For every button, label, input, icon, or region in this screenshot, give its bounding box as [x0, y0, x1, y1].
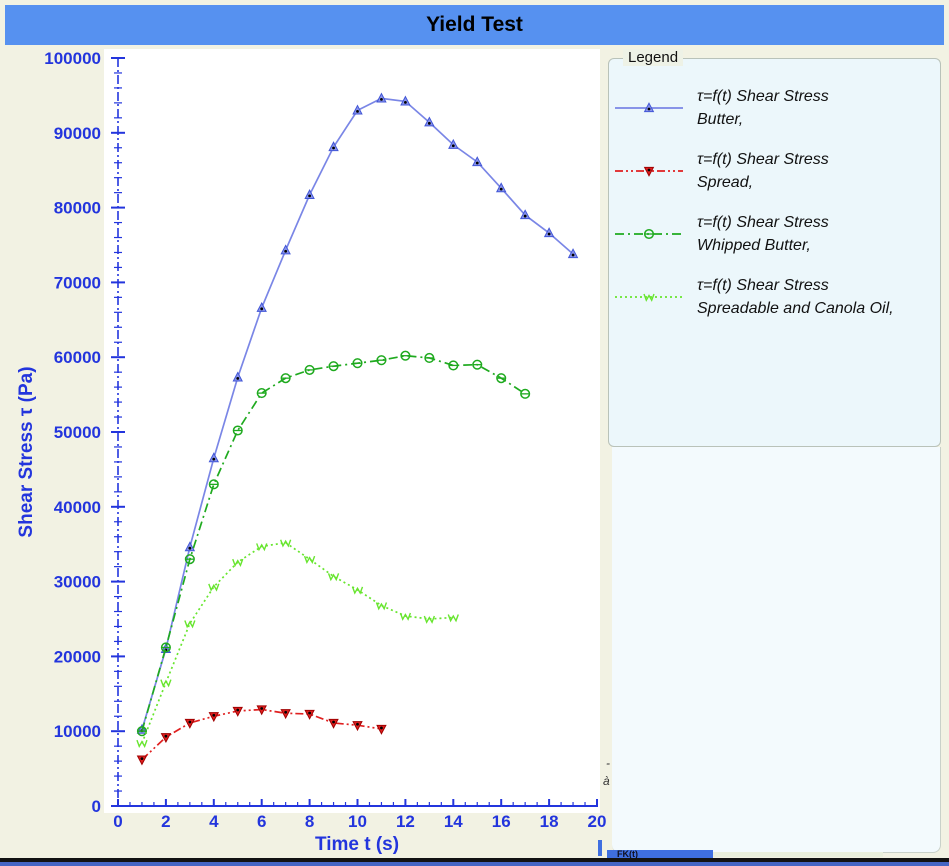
svg-text:8: 8	[305, 812, 314, 831]
page-title: Yield Test	[426, 13, 523, 36]
svg-text:10: 10	[348, 812, 367, 831]
legend-item-whipped-butter: τ=f(t) Shear Stress Whipped Butter,	[609, 211, 940, 257]
y-axis-title: Shear Stress τ (Pa)	[16, 366, 38, 537]
svg-text:50000: 50000	[54, 423, 101, 442]
svg-text:16: 16	[492, 812, 511, 831]
legend-label-line: Spreadable and Canola Oil,	[697, 300, 894, 317]
legend-item-spreadable-canola: τ=f(t) Shear Stress Spreadable and Canol…	[609, 274, 940, 320]
svg-text:60000: 60000	[54, 348, 101, 367]
svg-text:40000: 40000	[54, 498, 101, 517]
window-bottom-border	[0, 858, 949, 862]
legend-sample-spreadable-line	[615, 293, 683, 302]
svg-text:18: 18	[540, 812, 559, 831]
y-axis-title-text: Shear Stress τ (Pa)	[16, 366, 37, 538]
svg-text:80000: 80000	[54, 199, 101, 218]
artifact-dash: -	[606, 756, 610, 770]
legend-label-butter: τ=f(t) Shear Stress Butter,	[697, 85, 829, 131]
series-1	[136, 705, 387, 766]
x-axis-title-text: Time t (s)	[314, 834, 400, 855]
svg-text:14: 14	[444, 812, 463, 831]
svg-text:4: 4	[209, 812, 219, 831]
scrollbar-fragment[interactable]	[598, 840, 602, 856]
legend-label-line: τ=f(t) Shear Stress	[697, 214, 829, 231]
svg-text:20000: 20000	[54, 647, 101, 666]
legend-sample-butter-line	[615, 102, 683, 113]
legend-label-line: τ=f(t) Shear Stress	[697, 88, 829, 105]
svg-text:90000: 90000	[54, 124, 101, 143]
x-axis-ticks: 0 2 4 6 8 10 12 14 16 18 20	[113, 799, 606, 831]
partial-button-label: FK(t)	[617, 850, 638, 859]
plot-area	[104, 49, 600, 813]
legend-item-butter: τ=f(t) Shear Stress Butter,	[609, 85, 940, 131]
window-bottom-edge	[0, 862, 949, 866]
legend-label-line: τ=f(t) Shear Stress	[697, 151, 829, 168]
right-panel-lower	[612, 447, 941, 853]
legend-label-line: τ=f(t) Shear Stress	[697, 277, 829, 294]
series-2	[136, 350, 531, 737]
partial-button[interactable]: FK(t)	[607, 850, 713, 859]
legend-panel: Legend τ=f(t) Shear Stress Butter, τ=f(t…	[608, 49, 941, 447]
svg-text:20: 20	[588, 812, 607, 831]
legend-label-spreadable-canola: τ=f(t) Shear Stress Spreadable and Canol…	[697, 274, 894, 320]
legend-label-line: Whipped Butter,	[697, 237, 811, 254]
svg-text:10000: 10000	[54, 722, 101, 741]
series-3	[136, 539, 459, 749]
legend-label-line: Spread,	[697, 174, 754, 191]
legend-label-whipped-butter: τ=f(t) Shear Stress Whipped Butter,	[697, 211, 829, 257]
legend-title: Legend	[623, 49, 684, 66]
svg-text:0: 0	[113, 812, 122, 831]
y-axis-ticks: 0 10000 20000 30000 40000 50000 60000 70000 8000…	[44, 49, 125, 816]
legend-label-spread: τ=f(t) Shear Stress Spread,	[697, 148, 829, 194]
legend-items: τ=f(t) Shear Stress Butter, τ=f(t) Shear…	[609, 85, 940, 320]
bottom-strip	[713, 852, 883, 857]
svg-text:100000: 100000	[44, 49, 101, 68]
svg-text:6: 6	[257, 812, 266, 831]
legend-sample-spread-line	[615, 166, 683, 177]
svg-text:30000: 30000	[54, 573, 101, 592]
series-0	[136, 92, 579, 734]
svg-text:70000: 70000	[54, 273, 101, 292]
svg-text:0: 0	[92, 797, 101, 816]
axes	[117, 58, 597, 807]
title-bar: Yield Test	[5, 5, 944, 45]
legend-item-spread: τ=f(t) Shear Stress Spread,	[609, 148, 940, 194]
legend-label-line: Butter,	[697, 111, 744, 128]
x-axis-title: Time t (s)	[315, 834, 399, 856]
legend-sample-whipped-line	[615, 228, 683, 240]
artifact-char: à	[603, 774, 610, 788]
svg-text:12: 12	[396, 812, 415, 831]
svg-text:2: 2	[161, 812, 170, 831]
